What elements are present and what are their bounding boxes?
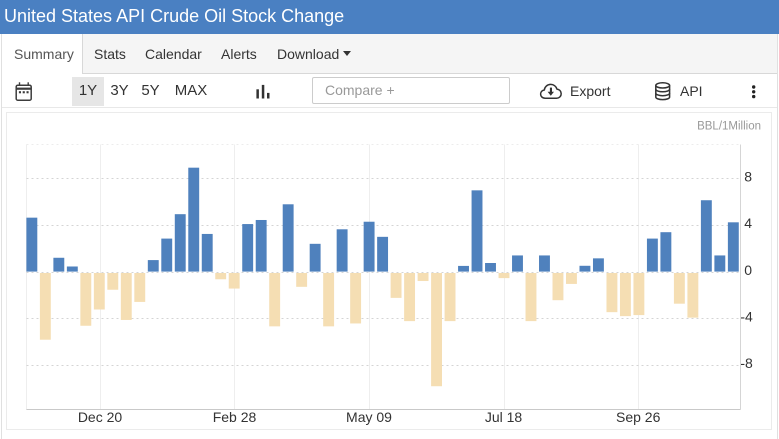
svg-text:May 09: May 09 xyxy=(346,409,392,425)
svg-text:BBL/1Million: BBL/1Million xyxy=(697,121,761,133)
svg-text:8: 8 xyxy=(744,169,752,185)
svg-text:0: 0 xyxy=(744,262,752,278)
svg-text:-8: -8 xyxy=(740,355,753,371)
svg-text:4: 4 xyxy=(744,215,752,231)
svg-text:Jul 18: Jul 18 xyxy=(485,409,523,425)
svg-text:Sep 26: Sep 26 xyxy=(616,409,661,425)
svg-text:Feb 28: Feb 28 xyxy=(213,409,257,425)
svg-text:-4: -4 xyxy=(740,309,753,325)
svg-text:Dec 20: Dec 20 xyxy=(78,409,123,425)
